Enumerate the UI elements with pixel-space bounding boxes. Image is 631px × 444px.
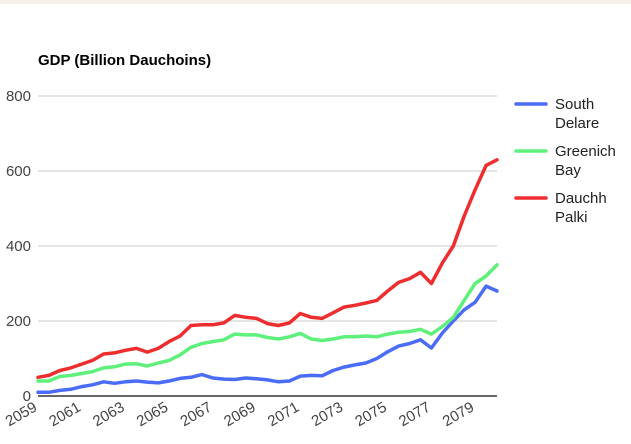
x-tick-label: 2071: [265, 399, 302, 430]
x-tick-label: 2075: [352, 399, 389, 430]
x-tick-label: 2067: [177, 399, 214, 430]
series-line-greenich-bay: [36, 263, 499, 383]
series-line-dauchh-palki: [36, 158, 499, 380]
chart-title: GDP (Billion Dauchoins): [38, 52, 212, 69]
x-tick-label: 2069: [221, 399, 258, 430]
series-lines: [36, 158, 499, 395]
y-tick-label: 200: [6, 313, 31, 330]
gridlines: [38, 95, 497, 322]
legend-label-dauchh-palki: Dauchh Palki: [555, 190, 607, 226]
legend-label-south-delare: South Delare: [555, 96, 599, 132]
legend-label-greenich-bay: Greenich Bay: [555, 143, 616, 179]
x-tick-label: 2059: [3, 399, 40, 430]
top-border: [0, 0, 631, 4]
x-tick-label: 2079: [440, 399, 477, 430]
x-tick-label: 2063: [90, 399, 127, 430]
x-tick-label: 2061: [46, 399, 83, 430]
series-line-south-delare: [36, 284, 499, 395]
y-axis-ticks: 0 200 400 600 800: [6, 88, 31, 405]
y-tick-label: 600: [6, 163, 31, 180]
y-tick-label: 0: [23, 388, 31, 405]
y-tick-label: 400: [6, 238, 31, 255]
x-axis-ticks: 2059 2061 2063 2065 2067 2069 2071 2073 2075 2077…: [3, 399, 478, 430]
x-tick-label: 2065: [134, 399, 171, 430]
y-tick-label: 800: [6, 88, 31, 105]
legend: South Delare Greenich Bay Dauchh Palki: [514, 96, 616, 226]
x-tick-label: 2077: [396, 399, 433, 430]
x-tick-label: 2073: [309, 399, 346, 430]
